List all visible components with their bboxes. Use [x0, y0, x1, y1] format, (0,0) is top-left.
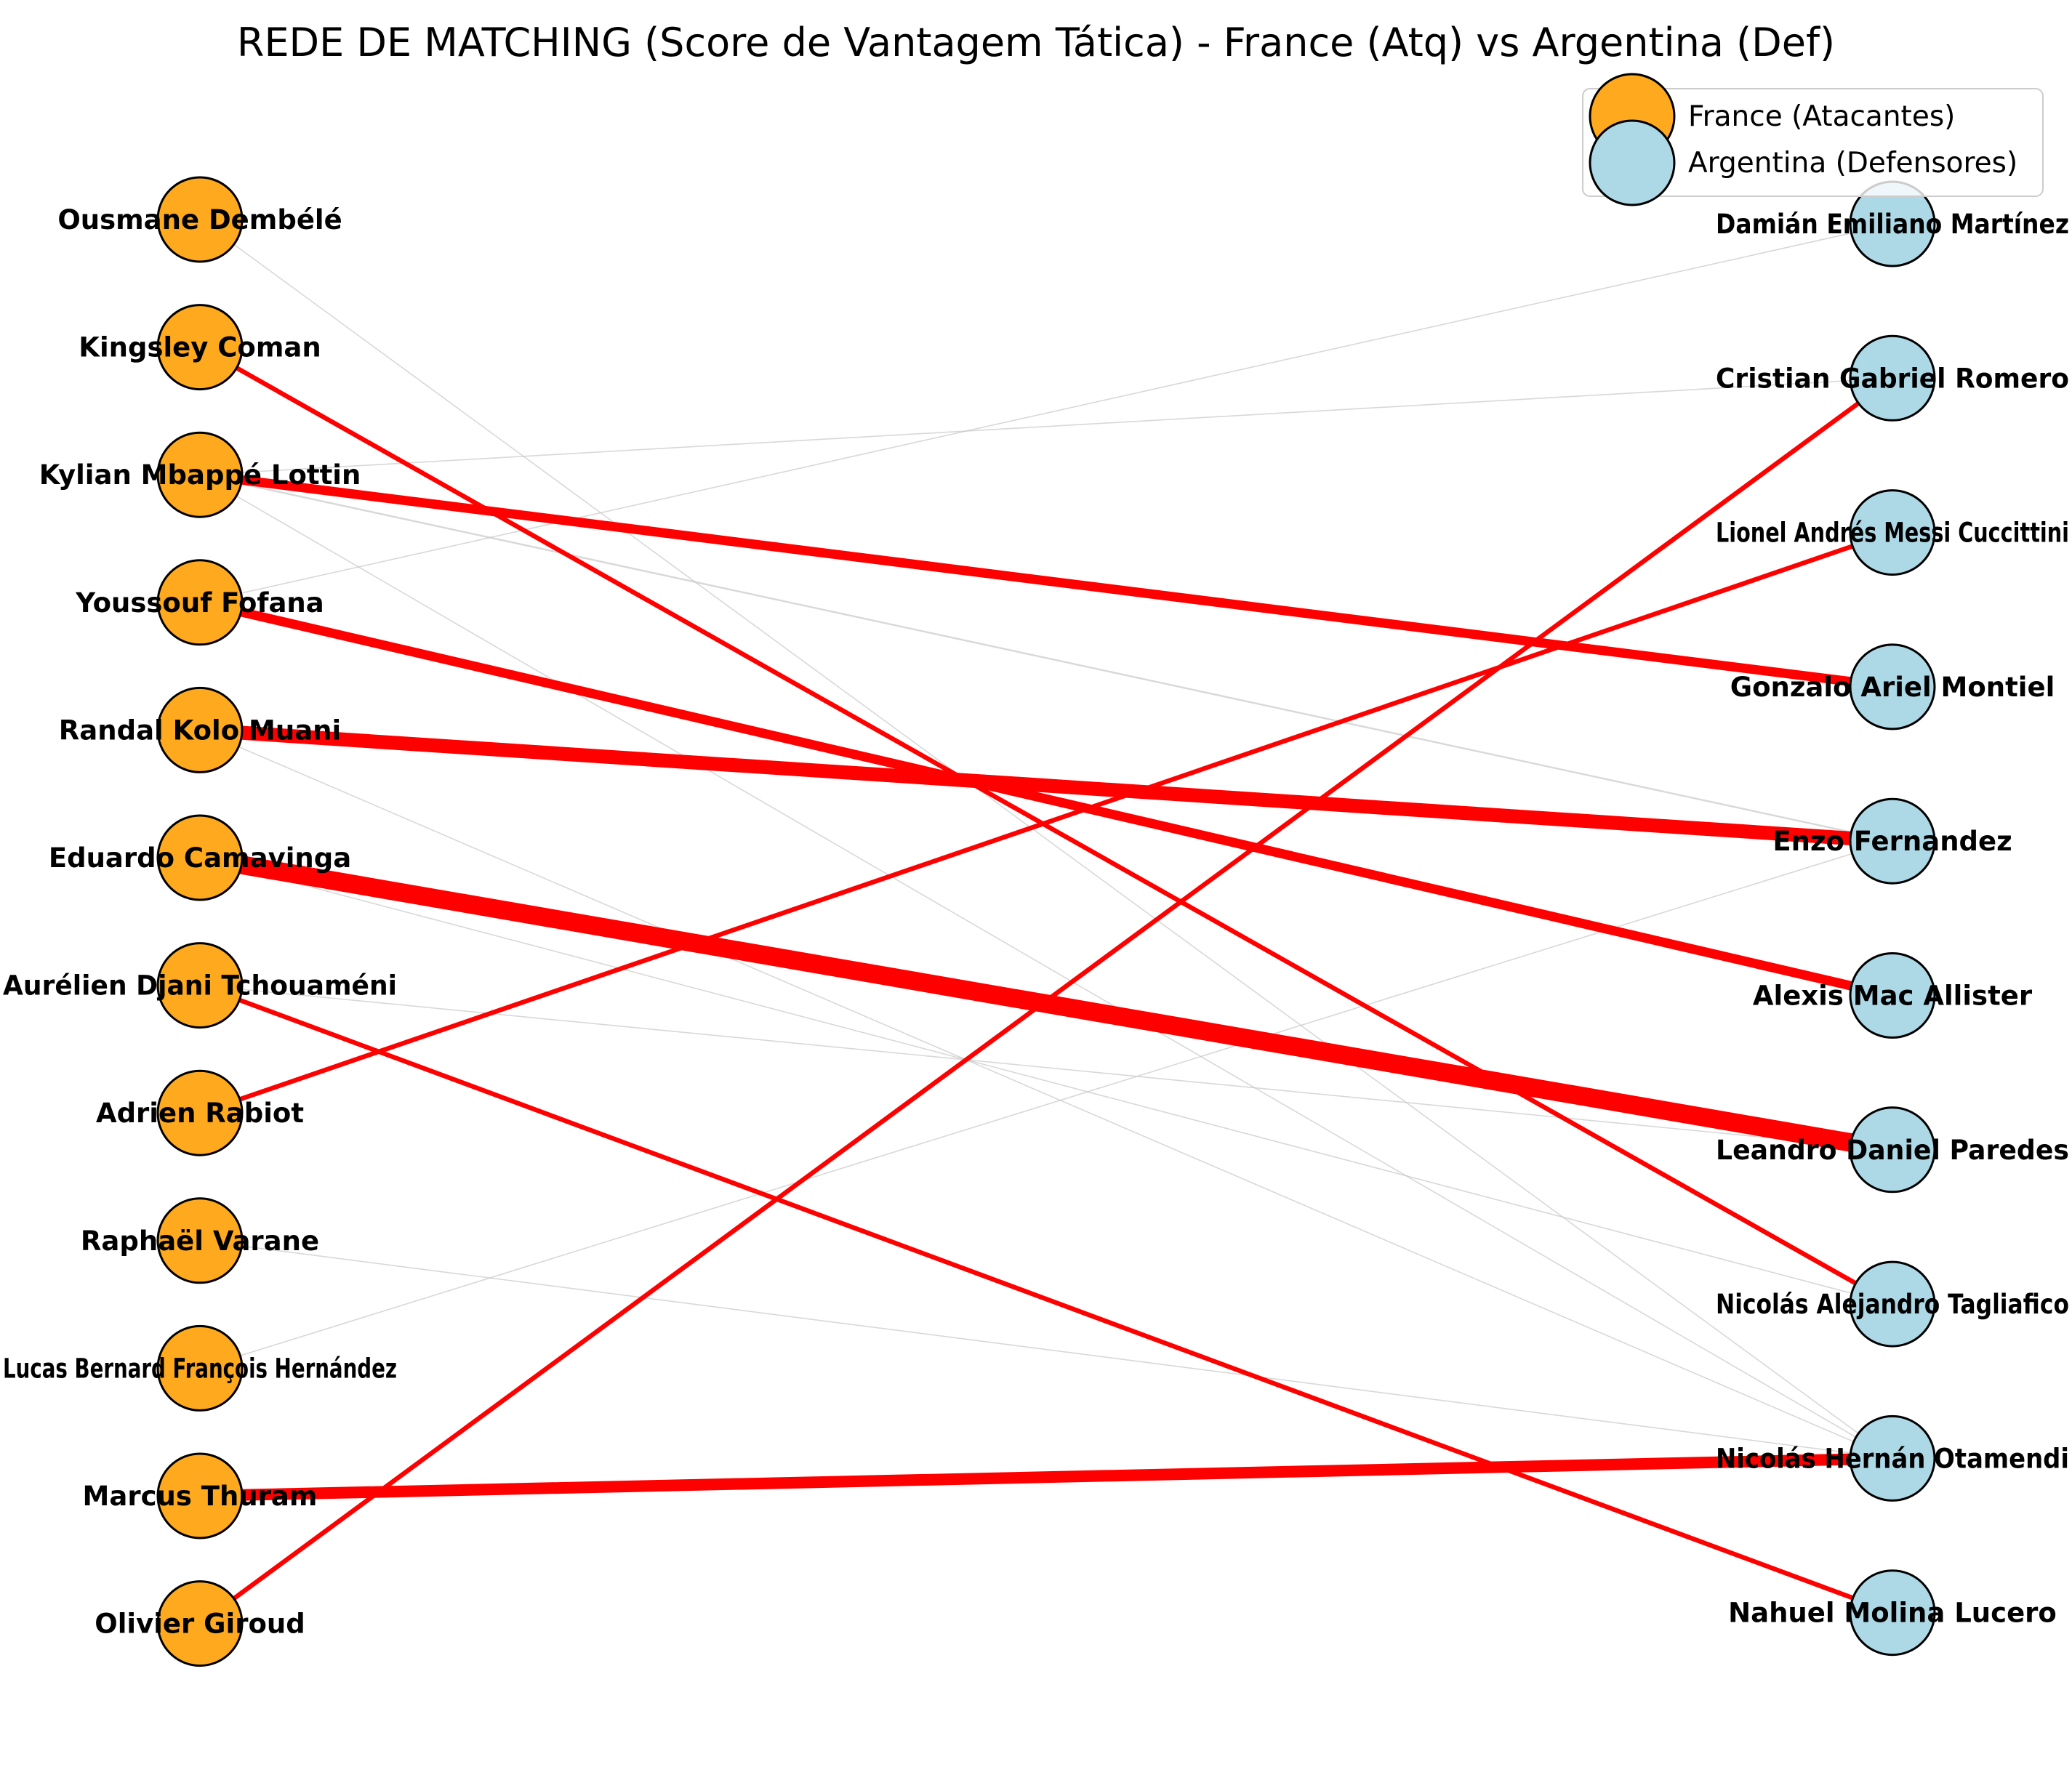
legend-attacker-label: France (Atacantes) [1688, 100, 1955, 133]
edges-layer [198, 219, 1895, 1626]
edge-randal-kolo-muani-to-nicolas-hernan-otamendi [199, 729, 1893, 1460]
edge-randal-kolo-muani-to-enzo-fernandez [199, 723, 1893, 848]
defender-node-leandro-daniel-paredes [1849, 1106, 1936, 1194]
attacker-label-youssouf-fofana: Youssouf Fofana [75, 587, 324, 619]
defender-label-lionel-andres-messi-cuccittini: Lionel Andrés Messi Cuccittini [1716, 518, 2069, 549]
edge-eduardo-camavinga-to-nicolas-alejandro-tagliafico [199, 857, 1893, 1305]
attacker-node-randal-kolo-muani [156, 686, 244, 773]
edge-kylian-mbappe-lottin-to-cristian-gabriel-romero [199, 377, 1893, 475]
figure-title: REDE DE MATCHING (Score de Vantagem Táti… [237, 20, 1835, 65]
edge-kylian-mbappe-lottin-to-enzo-fernandez [199, 474, 1893, 842]
defender-node-nicolas-hernan-otamendi [1849, 1414, 1936, 1502]
labels-layer: Ousmane Dembélé Kingsley Coman Kylian Mbap… [3, 204, 2069, 1640]
defender-label-cristian-gabriel-romero: Cristian Gabriel Romero [1716, 363, 2069, 394]
defender-label-gonzalo-ariel-montiel: Gonzalo Ariel Montiel [1730, 672, 2055, 703]
edge-adrien-rabiot-to-lionel-andres-messi-cuccittini [198, 530, 1894, 1116]
edge-youssouf-fofana-to-alexis-mac-allister [198, 597, 1894, 1000]
defender-label-leandro-daniel-paredes: Leandro Daniel Paredes [1716, 1135, 2069, 1166]
attacker-label-ousmane-dembele: Ousmane Dembélé [57, 204, 342, 236]
attacker-node-olivier-giroud [156, 1580, 244, 1667]
attacker-label-aurelien-djani-tchouameni: Aurélien Djani Tchouaméni [3, 970, 397, 1002]
legend: France (Atacantes) Argentina (Defensores… [1582, 73, 2044, 206]
nodes-layer [156, 176, 1936, 1667]
defender-label-enzo-fernandez: Enzo Fernandez [1772, 826, 2012, 857]
defender-node-gonzalo-ariel-montiel [1849, 643, 1936, 730]
attacker-label-olivier-giroud: Olivier Giroud [95, 1609, 305, 1640]
attacker-node-youssouf-fofana [156, 559, 244, 646]
attacker-node-eduardo-camavinga [156, 814, 244, 901]
defender-label-nicolas-alejandro-tagliafico: Nicolás Alejandro Tagliafico [1716, 1289, 2069, 1320]
attacker-label-lucas-bernard-francois-hernandez: Lucas Bernard François Hernández [3, 1353, 397, 1384]
defender-label-damian-emiliano-martinez: Damián Emiliano Martínez [1716, 209, 2069, 240]
attacker-label-kingsley-coman: Kingsley Coman [79, 332, 321, 363]
edge-aurelien-djani-tchouameni-to-nahuel-molina-lucero [198, 983, 1894, 1615]
attacker-node-lucas-bernard-francois-hernandez [156, 1324, 244, 1412]
defender-node-alexis-mac-allister [1849, 952, 1936, 1039]
edge-olivier-giroud-to-cristian-gabriel-romero [198, 376, 1894, 1626]
attacker-node-adrien-rabiot [156, 1069, 244, 1156]
defender-node-lionel-andres-messi-cuccittini [1849, 489, 1936, 576]
defender-node-nahuel-molina-lucero [1849, 1569, 1936, 1657]
attacker-node-aurelien-djani-tchouameni [156, 942, 244, 1029]
edge-youssouf-fofana-to-damian-emiliano-martinez [199, 223, 1893, 603]
defender-label-nicolas-hernan-otamendi: Nicolás Hernán Otamendi [1716, 1443, 2069, 1474]
legend-defender-label: Argentina (Defensores) [1688, 147, 2017, 180]
edge-ousmane-dembele-to-nicolas-hernan-otamendi [199, 219, 1893, 1460]
edge-kylian-mbappe-lottin-to-nicolas-hernan-otamendi [199, 474, 1893, 1460]
attacker-node-kylian-mbappe-lottin [156, 431, 244, 518]
attacker-node-ousmane-dembele [156, 176, 244, 263]
attacker-label-kylian-mbappe-lottin: Kylian Mbappé Lottin [39, 459, 361, 491]
edge-raphael-varane-to-nicolas-hernan-otamendi [199, 1240, 1893, 1460]
edge-aurelien-djani-tchouameni-to-leandro-daniel-paredes [199, 984, 1893, 1151]
attacker-label-adrien-rabiot: Adrien Rabiot [96, 1098, 304, 1129]
edge-marcus-thuram-to-nicolas-hernan-otamendi [199, 1452, 1893, 1502]
defender-label-nahuel-molina-lucero: Nahuel Molina Lucero [1728, 1598, 2057, 1629]
attacker-node-raphael-varane [156, 1197, 244, 1284]
edge-kylian-mbappe-lottin-to-gonzalo-ariel-montiel [199, 470, 1893, 692]
attacker-node-marcus-thuram [156, 1452, 244, 1539]
defender-node-nicolas-alejandro-tagliafico [1849, 1260, 1936, 1348]
legend-defender-marker [1589, 119, 1676, 206]
attacker-label-raphael-varane: Raphaël Varane [81, 1225, 319, 1257]
attacker-label-marcus-thuram: Marcus Thuram [83, 1481, 318, 1512]
attacker-label-randal-kolo-muani: Randal Kolo Muani [59, 715, 341, 746]
defender-label-alexis-mac-allister: Alexis Mac Allister [1753, 981, 2033, 1012]
defender-node-cristian-gabriel-romero [1849, 334, 1936, 422]
attacker-label-eduardo-camavinga: Eduardo Camavinga [49, 842, 351, 874]
legend-frame [1582, 88, 2044, 197]
defender-node-enzo-fernandez [1849, 797, 1936, 885]
attacker-node-kingsley-coman [156, 304, 244, 391]
